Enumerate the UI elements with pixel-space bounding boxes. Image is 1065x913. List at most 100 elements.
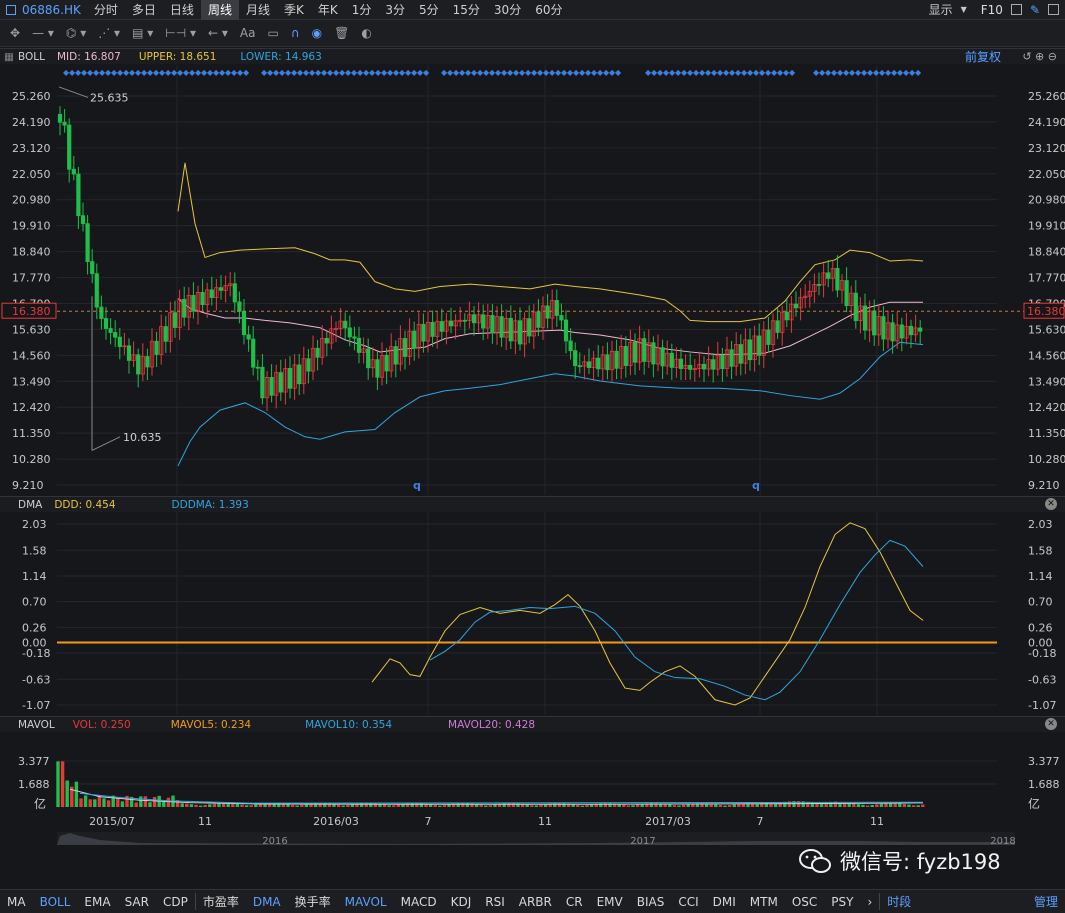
candle — [62, 121, 67, 126]
volume-bar — [175, 800, 180, 807]
indicator-tab-19[interactable]: OSC — [791, 894, 818, 909]
signal-marker: ◆ — [531, 68, 538, 77]
display-menu[interactable]: 显示 — [928, 3, 953, 17]
indicator-tab-10[interactable]: KDJ — [450, 894, 472, 909]
indicator-tab-4[interactable]: CDP — [162, 894, 188, 909]
stock-code[interactable]: 06886.HK — [22, 2, 81, 17]
arrow-tool-icon[interactable]: ← ▾ — [208, 26, 228, 40]
tab-9[interactable]: 5分 — [419, 2, 439, 17]
volume-bar — [263, 803, 267, 807]
signal-marker: ◆ — [423, 68, 430, 77]
indicator-tab-1[interactable]: BOLL — [39, 894, 71, 909]
magnet-icon[interactable]: ∩ — [290, 26, 300, 40]
volume-chart[interactable]: 3.377 3.377 1.688 1.688 亿 亿 2015/07 11 2016/03 7 1… — [0, 732, 1065, 845]
wave-tool-icon[interactable]: ⋰ ▾ — [98, 26, 121, 40]
volume-bar — [60, 761, 65, 807]
volume-bar — [695, 803, 700, 807]
tab-11[interactable]: 30分 — [493, 2, 522, 17]
indicator-tab-11[interactable]: RSI — [485, 894, 505, 909]
signal-marker: ◆ — [603, 68, 610, 77]
window-icon[interactable] — [1048, 4, 1059, 15]
tab-1[interactable]: 多日 — [131, 2, 156, 17]
measure-tool-icon[interactable]: ⊢⊣ ▾ — [165, 26, 197, 40]
indicator-tab-0[interactable]: MA — [7, 894, 26, 909]
text-tool[interactable]: Aa — [239, 26, 256, 40]
line-tool-icon[interactable]: — ▾ — [32, 26, 54, 40]
candle — [393, 346, 398, 365]
pen-icon[interactable]: ✎ — [1029, 2, 1040, 17]
indicator-tab-8[interactable]: MAVOL — [344, 894, 387, 909]
close-icon[interactable]: ✕ — [1045, 718, 1057, 730]
shape-tool-icon[interactable]: ⌬ ▾ — [65, 26, 87, 40]
indicator-tab-18[interactable]: MTM — [749, 894, 778, 909]
indicator-tab-14[interactable]: EMV — [596, 894, 623, 909]
y-tick-label: 14.560 — [12, 349, 51, 362]
trash-icon[interactable]: 🗑 — [334, 26, 350, 40]
candle — [550, 300, 555, 319]
indicator-name[interactable]: DMA — [18, 498, 43, 511]
manage-button[interactable]: 管理 — [1033, 895, 1058, 909]
fib-tool-icon[interactable]: ▤ ▾ — [132, 26, 154, 40]
panel-controls[interactable]: ↺ ⊕ ⊖ — [1022, 50, 1057, 63]
indicator-tab-9[interactable]: MACD — [400, 894, 437, 909]
candle — [586, 361, 592, 369]
eye-icon[interactable]: ◉ — [311, 26, 323, 40]
indicator-tab-7[interactable]: 换手率 — [294, 895, 331, 909]
signal-marker: ◆ — [291, 68, 298, 77]
tab-12[interactable]: 60分 — [535, 2, 563, 17]
indicator-tab-17[interactable]: DMI — [712, 894, 736, 909]
candle — [402, 338, 408, 357]
f10-button[interactable]: F10 — [980, 2, 1003, 17]
indicator-name[interactable]: BOLL — [18, 50, 45, 63]
y-tick-label: 0.70 — [1028, 596, 1053, 609]
overview-area — [57, 833, 1015, 845]
volume-bar — [332, 804, 336, 807]
indicator-tab-16[interactable]: CCI — [678, 894, 699, 909]
signal-marker: ◆ — [873, 68, 880, 77]
volume-bar — [295, 805, 299, 807]
signal-marker: ◆ — [579, 68, 586, 77]
signal-marker: ◆ — [537, 68, 544, 77]
volume-bar — [456, 803, 460, 807]
tab-5[interactable]: 季K — [283, 2, 304, 17]
candle — [904, 325, 909, 339]
signal-marker: ◆ — [105, 68, 112, 77]
volume-bar — [852, 803, 856, 807]
toggle-icon[interactable]: ◐ — [361, 26, 372, 40]
tab-7[interactable]: 1分 — [351, 2, 372, 17]
time-segment-button[interactable]: 时段 — [879, 893, 918, 910]
tab-3[interactable]: 周线 — [200, 0, 239, 20]
candle — [793, 303, 799, 309]
top-toolbar: 06886.HK 分时 多日 日线 周线 月线 季K 年K 1分 3分 5分 15分 30分 60分 显… — [0, 0, 1065, 20]
indicator-tab-15[interactable]: BIAS — [636, 894, 665, 909]
indicator-tab-6[interactable]: DMA — [252, 894, 281, 909]
comment-icon[interactable]: ▭ — [267, 26, 279, 40]
adjust-label[interactable]: 前复权 — [964, 50, 1001, 64]
price-chart[interactable]: 25.260 25.260 24.190 24.190 23.120 23.120 22.0… — [0, 65, 1065, 495]
tab-10[interactable]: 15分 — [452, 2, 480, 17]
indicator-tab-2[interactable]: EMA — [84, 894, 111, 909]
indicator-tab-13[interactable]: CR — [565, 894, 583, 909]
checkbox-icon[interactable] — [1010, 4, 1022, 15]
tab-2[interactable]: 日线 — [169, 2, 194, 17]
dma-chart[interactable]: 2.03 2.03 1.58 1.58 1.14 1.14 0.70 0.70 0.26 0.26… — [0, 512, 1065, 715]
indicator-name[interactable]: MAVOL — [18, 718, 55, 731]
indicator-tab-5[interactable]: 市盈率 — [194, 893, 246, 910]
volume-bar — [810, 802, 815, 807]
crosshair-icon[interactable]: ✥ — [10, 26, 21, 40]
indicator-tab-3[interactable]: SAR — [124, 894, 149, 909]
chevron-right-icon[interactable]: › — [867, 894, 873, 909]
volume-bar — [548, 803, 552, 807]
indicator-tab-20[interactable]: PSY — [831, 894, 854, 909]
candle — [596, 357, 601, 370]
volume-bar — [189, 804, 194, 807]
signal-marker: ◆ — [267, 68, 274, 77]
volume-bar — [465, 803, 470, 807]
tab-0[interactable]: 分时 — [93, 2, 118, 17]
tab-8[interactable]: 3分 — [385, 2, 405, 17]
candle — [642, 338, 647, 362]
close-icon[interactable]: ✕ — [1045, 498, 1057, 510]
indicator-tab-12[interactable]: ARBR — [518, 894, 552, 909]
tab-4[interactable]: 月线 — [245, 2, 270, 17]
tab-6[interactable]: 年K — [317, 2, 338, 17]
